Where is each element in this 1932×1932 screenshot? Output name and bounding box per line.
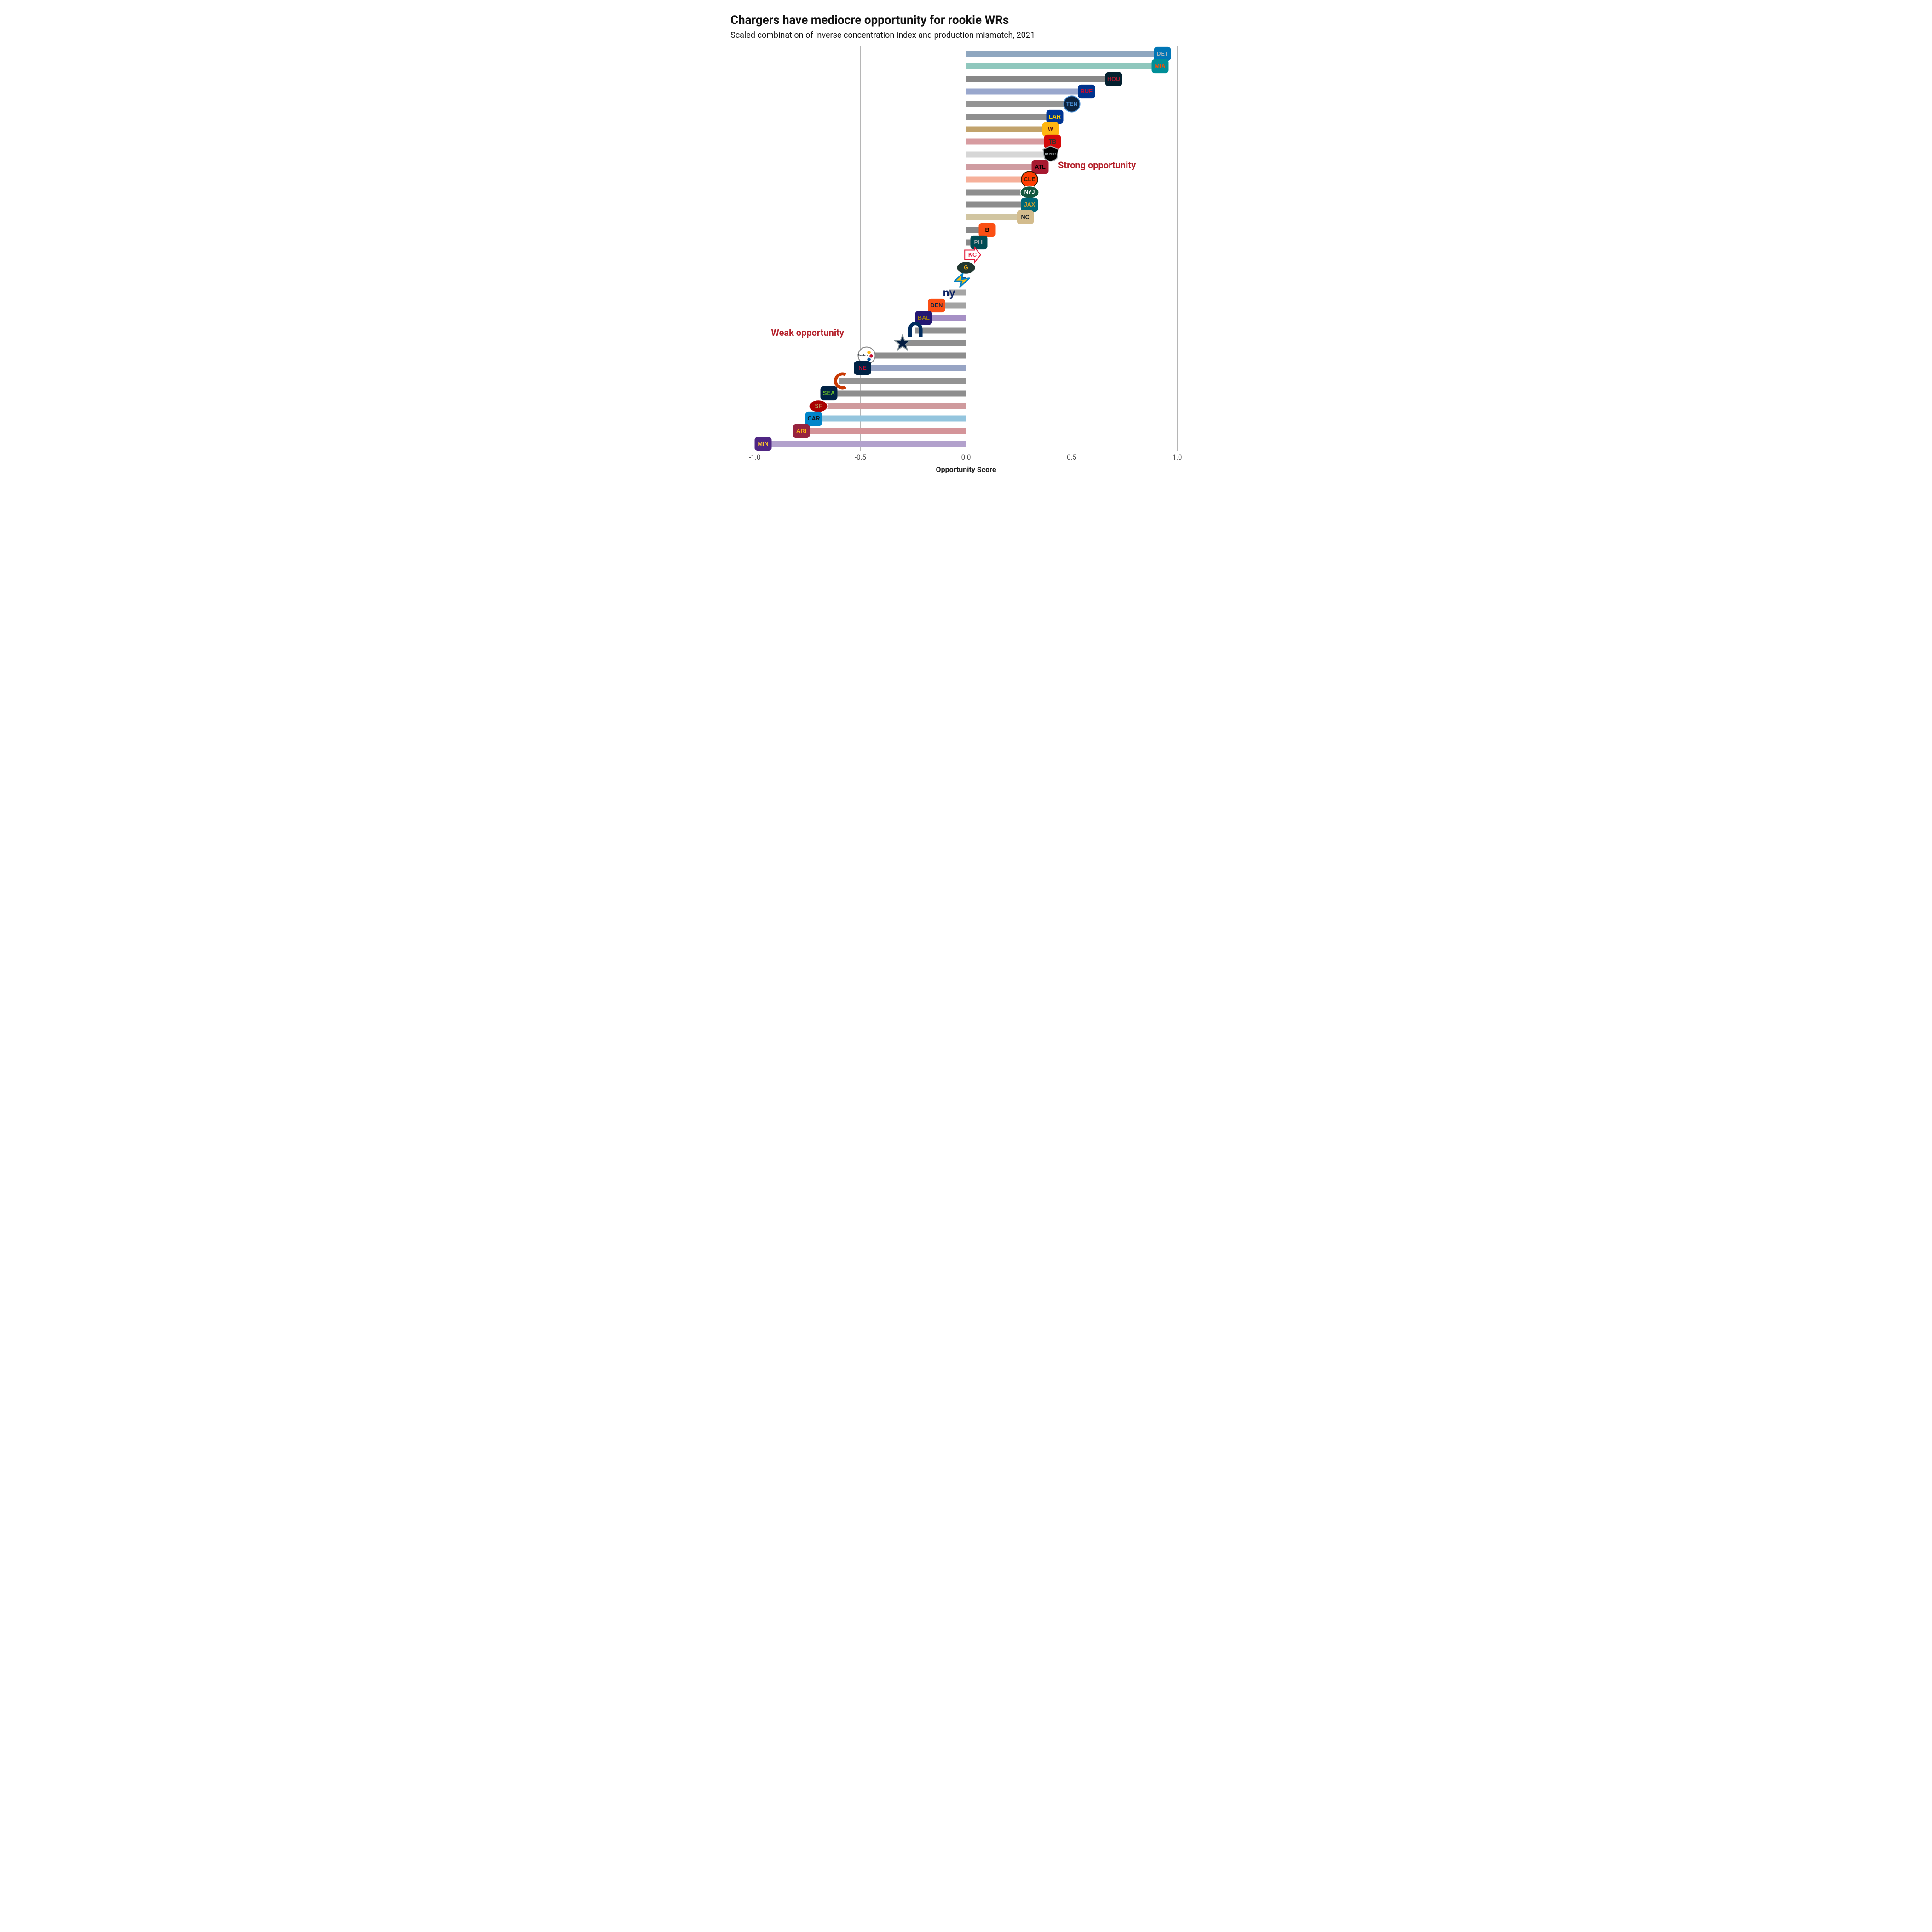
bar-row: BUF xyxy=(744,87,1188,96)
bar-row: MIA xyxy=(744,62,1188,71)
bar xyxy=(966,240,979,246)
bars-layer: DETMIAHOUBUFTENLARWTBRAIDERSATLCLENYJJAX… xyxy=(744,49,1188,448)
bar-row xyxy=(744,376,1188,385)
bar xyxy=(966,189,1029,195)
bar-row: JAX xyxy=(744,200,1188,209)
bar xyxy=(924,315,966,321)
bar-row: RAIDERS xyxy=(744,150,1188,159)
chart-container: DETMIAHOUBUFTENLARWTBRAIDERSATLCLENYJJAX… xyxy=(730,46,1202,479)
bar xyxy=(949,290,966,296)
bar-row: NO xyxy=(744,213,1188,222)
annotation-label: Strong opportunity xyxy=(1058,160,1136,171)
bar-row: MIN xyxy=(744,439,1188,448)
bar xyxy=(862,365,966,371)
bar xyxy=(966,227,987,233)
bar-row: CLE xyxy=(744,175,1188,184)
bar xyxy=(966,101,1072,107)
bar xyxy=(966,164,1040,170)
bar xyxy=(840,378,966,384)
bar xyxy=(915,328,966,334)
bar xyxy=(966,63,1160,69)
plot-area: DETMIAHOUBUFTENLARWTBRAIDERSATLCLENYJJAX… xyxy=(744,46,1188,451)
bar xyxy=(966,126,1051,132)
svg-text:G: G xyxy=(964,264,968,270)
bar-row: KC xyxy=(744,250,1188,259)
bar xyxy=(966,252,972,258)
bar-row: CAR xyxy=(744,414,1188,423)
bar xyxy=(763,441,966,447)
x-axis-label: Opportunity Score xyxy=(936,465,996,474)
bar xyxy=(966,214,1025,220)
bar xyxy=(801,428,966,434)
bar-row: HOU xyxy=(744,75,1188,84)
bar xyxy=(818,403,966,409)
bar xyxy=(966,51,1162,57)
bar xyxy=(903,340,966,346)
bar-row: NYJ xyxy=(744,188,1188,197)
bar-row: TB xyxy=(744,137,1188,146)
x-tick: 1.0 xyxy=(1173,453,1182,461)
bar xyxy=(829,391,966,397)
bar-row: NE xyxy=(744,363,1188,373)
bar-row: SEA xyxy=(744,389,1188,398)
page-title: Chargers have mediocre opportunity for r… xyxy=(730,14,1202,28)
bar xyxy=(966,76,1114,82)
page-subtitle: Scaled combination of inverse concentrat… xyxy=(730,30,1202,40)
team-logo-icon: G xyxy=(956,258,976,277)
bar-row: TEN xyxy=(744,99,1188,109)
bar xyxy=(966,202,1029,208)
bar xyxy=(966,114,1055,120)
bar-row: G xyxy=(744,263,1188,272)
bar-row: PHI xyxy=(744,238,1188,247)
bar xyxy=(937,302,966,308)
x-axis: Opportunity Score -1.0 -0.5 0.0 0.5 1.0 xyxy=(744,451,1188,479)
x-tick: -1.0 xyxy=(749,453,760,461)
bar-row: DET xyxy=(744,49,1188,58)
bar xyxy=(814,415,966,421)
bar xyxy=(966,151,1051,157)
bar-row xyxy=(744,339,1188,348)
bar xyxy=(966,139,1052,145)
bar xyxy=(867,353,966,359)
chart-page: Chargers have mediocre opportunity for r… xyxy=(718,0,1214,497)
x-tick: -0.5 xyxy=(855,453,866,461)
bar-row: ARI xyxy=(744,426,1188,436)
bar-row: B xyxy=(744,225,1188,235)
x-tick: 0.5 xyxy=(1067,453,1076,461)
annotation-label: Weak opportunity xyxy=(771,327,844,338)
bar xyxy=(966,88,1087,94)
bar xyxy=(962,277,966,283)
bar-row: BAL xyxy=(744,313,1188,322)
bar-row: W xyxy=(744,125,1188,134)
bar-row: ny xyxy=(744,288,1188,297)
bar xyxy=(966,177,1029,183)
bar-row xyxy=(744,276,1188,285)
x-tick: 0.0 xyxy=(961,453,971,461)
bar-row: Steelers xyxy=(744,351,1188,360)
bar-row: SF xyxy=(744,402,1188,411)
bar-row: LAR xyxy=(744,112,1188,121)
bar-row: DEN xyxy=(744,301,1188,310)
